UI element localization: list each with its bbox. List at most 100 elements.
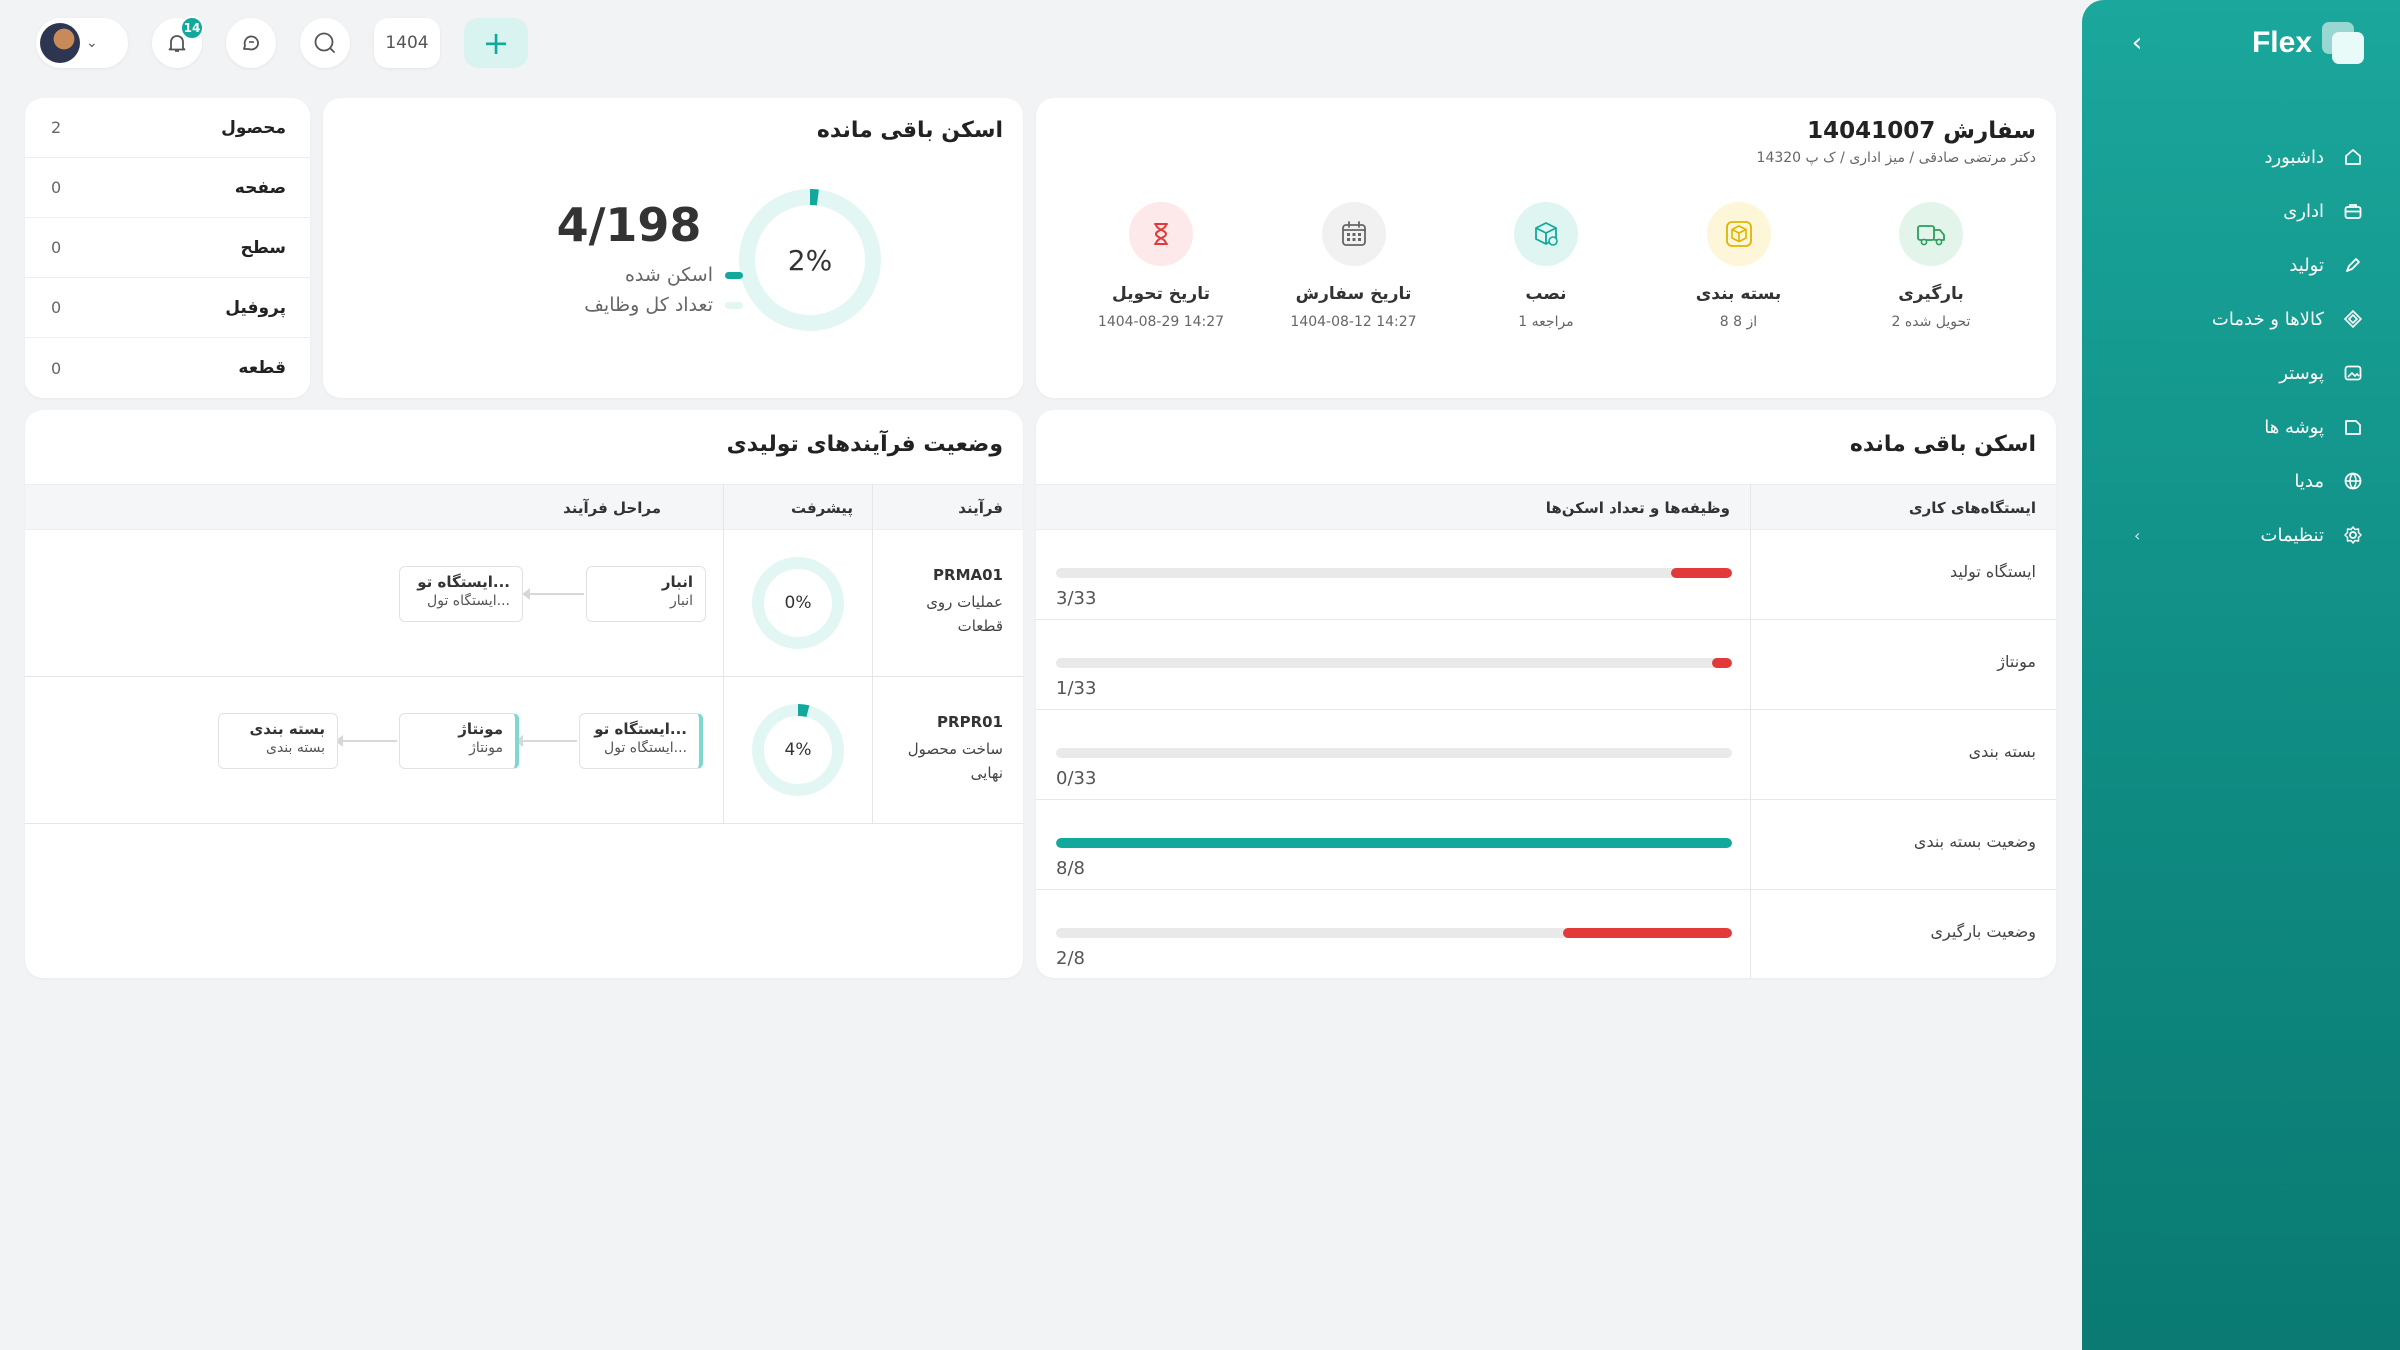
sidebar-item-label: کالاها و خدمات bbox=[2211, 308, 2324, 330]
hourglass-icon bbox=[1129, 202, 1193, 266]
stage-subtitle: انبار bbox=[669, 593, 693, 609]
count-row: 0 سطح bbox=[25, 218, 310, 278]
count-label: پروفیل bbox=[225, 297, 286, 318]
table-row[interactable]: PRPR01 ساخت محصول نهایی 4% ایستگاه تو...… bbox=[25, 677, 1023, 824]
process-progress-donut bbox=[752, 557, 844, 649]
messages-button[interactable] bbox=[226, 18, 276, 68]
sidebar-item-label: تولید bbox=[2289, 254, 2324, 276]
step-packing: بسته بندی 8 از 8 bbox=[1654, 202, 1824, 330]
sidebar-item-dashboard[interactable]: داشبورد bbox=[2134, 130, 2364, 184]
scan-progress-arc bbox=[739, 189, 881, 331]
sidebar-item-production[interactable]: تولید bbox=[2134, 238, 2364, 292]
order-title: سفارش 14041007 bbox=[1807, 118, 2036, 144]
order-steps: تاریخ تحویل 1404-08-29 14:27 تاریخ سفارش… bbox=[1076, 202, 2016, 330]
count-row: 0 پروفیل bbox=[25, 278, 310, 338]
process-code: PRMA01 bbox=[933, 566, 1003, 584]
progress-track bbox=[1056, 748, 1732, 758]
add-button[interactable]: + bbox=[464, 18, 528, 68]
progress-track bbox=[1056, 928, 1732, 938]
table-row[interactable]: ایستگاه تولید 3/33 bbox=[1036, 530, 2056, 620]
column-header: وظیفه‌ها و تعداد اسکن‌ها bbox=[1545, 499, 1730, 517]
process-stage[interactable]: ایستگاه تو... ایستگاه تول... bbox=[399, 566, 523, 622]
scan-percent: 2% bbox=[787, 243, 833, 277]
brand: Flex bbox=[2252, 22, 2364, 64]
process-stage[interactable]: مونتاژ مونتاژ bbox=[399, 713, 519, 769]
process-stage[interactable]: انبار انبار bbox=[586, 566, 706, 622]
stage-title: ایستگاه تو... bbox=[417, 573, 510, 591]
count-label: محصول bbox=[221, 117, 286, 138]
diamond-icon bbox=[2342, 308, 2364, 330]
table-row[interactable]: وضعیت بسته بندی 8/8 bbox=[1036, 800, 2056, 890]
user-menu[interactable]: ⌄ bbox=[36, 18, 128, 68]
globe-icon bbox=[2342, 470, 2364, 492]
avatar[interactable] bbox=[40, 23, 80, 63]
stage-title: مونتاژ bbox=[458, 720, 503, 738]
stage-subtitle: بسته بندی bbox=[266, 740, 325, 756]
scan-count: 3/33 bbox=[1056, 588, 1097, 609]
step-label: تاریخ تحویل bbox=[1112, 284, 1210, 304]
topbar: ⌄ 14 1404 + bbox=[36, 16, 528, 68]
calendar-icon bbox=[1321, 202, 1386, 266]
year-selector[interactable]: 1404 bbox=[374, 18, 440, 68]
image-icon bbox=[2342, 362, 2364, 384]
plus-icon: + bbox=[482, 24, 510, 62]
table-row[interactable]: PRMA01 عملیات روی قطعات 0% انبار انبار ا… bbox=[25, 530, 1023, 677]
station-name: ایستگاه تولید bbox=[1950, 562, 2036, 581]
progress-fill bbox=[1056, 838, 1732, 848]
search-button[interactable] bbox=[300, 18, 350, 68]
progress-track bbox=[1056, 838, 1732, 848]
count-label: قطعه bbox=[238, 358, 286, 378]
step-sub: 1 مراجعه bbox=[1518, 314, 1574, 330]
count-value: 0 bbox=[51, 238, 62, 257]
step-sub: 1404-08-29 14:27 bbox=[1097, 314, 1225, 330]
sidebar-item-label: مدیا bbox=[2294, 470, 2324, 492]
station-name: وضعیت بارگیری bbox=[1930, 922, 2036, 941]
column-header: ایستگاه‌های کاری bbox=[1908, 499, 2036, 517]
process-progress-label: 0% bbox=[784, 593, 812, 613]
card-title: اسکن باقی مانده bbox=[1849, 432, 2036, 457]
step-install: نصب 1 مراجعه bbox=[1461, 202, 1631, 330]
briefcase-icon bbox=[2342, 200, 2364, 222]
count-row: 0 صفحه bbox=[25, 158, 310, 218]
sidebar-item-settings[interactable]: ‹ تنظیمات bbox=[2134, 508, 2364, 562]
column-header: فرآیند bbox=[958, 499, 1003, 517]
station-name: مونتاژ bbox=[1997, 652, 2036, 671]
progress-fill bbox=[1563, 928, 1732, 938]
chevron-down-icon: ⌄ bbox=[86, 35, 98, 51]
sidebar-item-label: پوستر bbox=[2279, 362, 2324, 384]
scan-progress-donut bbox=[739, 189, 881, 331]
process-progress-donut bbox=[752, 704, 844, 796]
sidebar: ‹ Flex داشبورد اداری تولید کالاها و خدما… bbox=[2082, 0, 2400, 1350]
sidebar-item-poster[interactable]: پوستر bbox=[2134, 346, 2364, 400]
stage-subtitle: ایستگاه تول... bbox=[427, 593, 510, 609]
process-code: PRPR01 bbox=[937, 713, 1003, 731]
process-stage[interactable]: بسته بندی بسته بندی bbox=[218, 713, 338, 769]
stage-arrow bbox=[515, 735, 577, 747]
step-loading: بارگیری 2 تحویل شده bbox=[1846, 202, 2016, 330]
bell-icon bbox=[168, 35, 186, 52]
collapse-sidebar-button[interactable]: ‹ bbox=[2122, 28, 2152, 58]
table-row[interactable]: وضعیت بارگیری 2/8 bbox=[1036, 890, 2056, 978]
step-order-date: تاریخ سفارش 1404-08-12 14:27 bbox=[1269, 202, 1439, 330]
process-stage[interactable]: ایستگاه تو... ایستگاه تول... bbox=[579, 713, 703, 769]
step-sub: 2 تحویل شده bbox=[1891, 314, 1971, 330]
pen-icon bbox=[2342, 254, 2364, 276]
station-name: بسته بندی bbox=[1968, 742, 2036, 761]
legend-scanned: اسکن شده bbox=[423, 264, 743, 286]
table-row[interactable]: مونتاژ 1/33 bbox=[1036, 620, 2056, 710]
table-header: فرآیند پیشرفت مراحل فرآیند bbox=[25, 484, 1023, 530]
sidebar-item-media[interactable]: مدیا bbox=[2134, 454, 2364, 508]
sidebar-nav: داشبورد اداری تولید کالاها و خدمات پوستر bbox=[2134, 130, 2364, 562]
stage-title: ایستگاه تو... bbox=[594, 720, 687, 738]
count-value: 0 bbox=[51, 178, 62, 197]
sidebar-item-folders[interactable]: پوشه ها bbox=[2134, 400, 2364, 454]
sidebar-item-office[interactable]: اداری bbox=[2134, 184, 2364, 238]
table-row[interactable]: بسته بندی 0/33 bbox=[1036, 710, 2056, 800]
column-divider bbox=[1750, 484, 1751, 978]
box-icon bbox=[1706, 202, 1771, 266]
scan-count: 1/33 bbox=[1056, 678, 1097, 699]
sidebar-item-products[interactable]: کالاها و خدمات bbox=[2134, 292, 2364, 346]
stage-subtitle: مونتاژ bbox=[469, 740, 503, 756]
notifications-button[interactable]: 14 bbox=[152, 16, 204, 68]
scan-summary-card: اسکن باقی مانده 2% 4/198 اسکن شده تعداد … bbox=[323, 98, 1023, 398]
